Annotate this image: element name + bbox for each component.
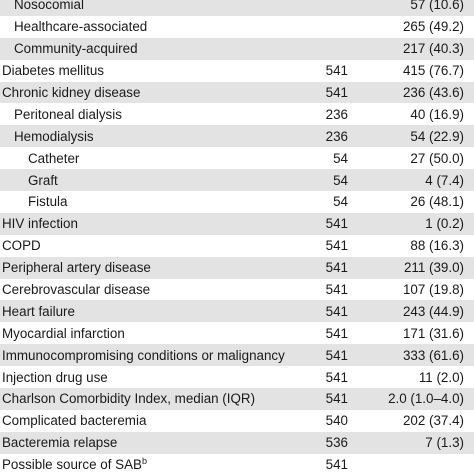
row-label: Possible source of SAB b <box>2 455 147 473</box>
row-n: 54 <box>333 172 348 188</box>
row-value: 243 (44.9) <box>402 303 464 319</box>
row-n: 54 <box>333 150 348 166</box>
row-label: Healthcare-associated <box>14 19 148 35</box>
table-row: Heart failure 541 243 (44.9) <box>0 300 474 323</box>
table-row: Chronic kidney disease 541 236 (43.6) <box>0 81 474 104</box>
table-row: Cerebrovascular disease 541 107 (19.8) <box>0 279 474 301</box>
table-row: Myocardial infarction 541 171 (31.6) <box>0 322 474 344</box>
row-label: Peripheral artery disease <box>2 260 151 276</box>
row-value: 107 (19.8) <box>402 282 464 298</box>
row-value: 333 (61.6) <box>402 347 464 363</box>
row-n: 541 <box>325 216 348 232</box>
table-row: Immunocompromising conditions or maligna… <box>0 344 474 367</box>
row-label: Cerebrovascular disease <box>2 282 151 298</box>
row-n: 541 <box>325 369 348 385</box>
table-row: Charlson Comorbidity Index, median (IQR)… <box>0 388 474 410</box>
row-label: Injection drug use <box>2 369 108 385</box>
row-value: 171 (31.6) <box>402 325 464 341</box>
row-value: 211 (39.0) <box>403 260 464 276</box>
table-row: Graft 54 4 (7.4) <box>0 169 474 192</box>
row-value: 26 (48.1) <box>410 194 464 210</box>
row-label: Chronic kidney disease <box>2 85 141 100</box>
table-row: Peripheral artery disease 541 211 (39.0) <box>0 256 474 279</box>
row-label: Charlson Comorbidity Index, median (IQR) <box>2 391 256 407</box>
row-label: Nosocomial <box>14 0 84 13</box>
row-label: Catheter <box>28 150 80 166</box>
table-row: Fistula 54 26 (48.1) <box>0 191 474 213</box>
table-row: Diabetes mellitus 541 415 (76.7) <box>0 60 474 82</box>
table-row: Peritoneal dialysis 236 40 (16.9) <box>0 103 474 125</box>
row-n: 236 <box>325 128 348 144</box>
row-value: 7 (1.3) <box>425 435 464 451</box>
table-row: Catheter 54 27 (50.0) <box>0 147 474 169</box>
row-value: 1 (0.2) <box>425 216 464 232</box>
row-n: 541 <box>325 63 348 79</box>
row-label: Community-acquired <box>14 41 138 57</box>
row-n: 541 <box>325 85 348 100</box>
row-value: 27 (50.0) <box>410 150 464 166</box>
table-row: Hemodialysis 236 54 (22.9) <box>0 125 474 148</box>
row-n: 541 <box>325 391 348 407</box>
row-label: Peritoneal dialysis <box>14 106 122 122</box>
row-value: 217 (40.3) <box>402 41 464 57</box>
table-row: Possible source of SAB b 541 <box>0 454 474 476</box>
table-row: Bacteremia relapse 536 7 (1.3) <box>0 431 474 454</box>
row-n: 541 <box>325 282 348 298</box>
row-value: 236 (43.6) <box>402 85 464 100</box>
row-n: 536 <box>325 435 348 451</box>
row-label: Hemodialysis <box>14 128 94 144</box>
row-label: Fistula <box>28 194 68 210</box>
row-label: COPD <box>2 238 41 254</box>
row-n: 236 <box>325 106 348 122</box>
row-value: 88 (16.3) <box>410 238 464 254</box>
row-label-text: Possible source of SAB <box>2 457 142 473</box>
row-n: 541 <box>325 238 348 254</box>
table-row: Complicated bacteremia 540 202 (37.4) <box>0 410 474 432</box>
row-value: 2.0 (1.0–4.0) <box>388 391 464 407</box>
row-value: 40 (16.9) <box>410 106 464 122</box>
row-value: 54 (22.9) <box>410 128 464 144</box>
row-n: 541 <box>325 457 348 473</box>
table-row: Community-acquired 217 (40.3) <box>0 37 474 60</box>
row-n: 540 <box>325 413 348 429</box>
table-row: HIV infection 541 1 (0.2) <box>0 212 474 235</box>
table-row: Nosocomial 57 (10.6) <box>0 0 474 16</box>
row-label: Myocardial infarction <box>2 325 125 341</box>
row-label: Bacteremia relapse <box>2 435 118 451</box>
row-n: 541 <box>325 325 348 341</box>
table-row: COPD 541 88 (16.3) <box>0 235 474 257</box>
row-value: 202 (37.4) <box>402 413 464 429</box>
row-n: 541 <box>325 347 348 363</box>
table-row: Injection drug use 541 11 (2.0) <box>0 366 474 388</box>
row-n: 54 <box>333 194 348 210</box>
row-label: Immunocompromising conditions or maligna… <box>2 347 285 363</box>
row-n: 541 <box>325 303 348 319</box>
table-row: Healthcare-associated 265 (49.2) <box>0 16 474 38</box>
row-value: 11 (2.0) <box>418 369 464 385</box>
row-label: Diabetes mellitus <box>2 63 104 79</box>
row-value: 415 (76.7) <box>402 63 464 79</box>
row-value: 265 (49.2) <box>402 19 464 35</box>
row-value: 4 (7.4) <box>425 172 464 188</box>
row-label: Graft <box>28 172 58 188</box>
row-n: 541 <box>325 260 348 276</box>
row-label: Heart failure <box>2 303 75 319</box>
row-label: HIV infection <box>2 216 78 232</box>
row-label: Complicated bacteremia <box>2 413 147 429</box>
row-value: 57 (10.6) <box>410 0 464 13</box>
